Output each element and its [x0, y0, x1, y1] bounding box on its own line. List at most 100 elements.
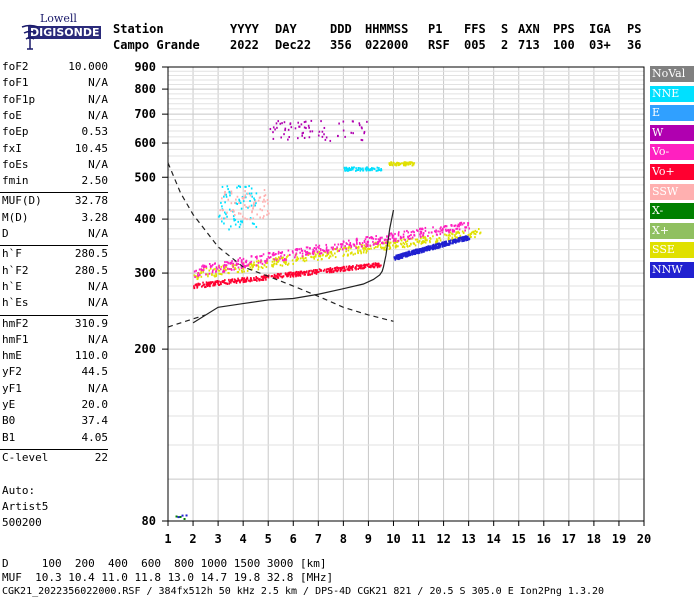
data-point [378, 265, 381, 268]
data-point [207, 273, 209, 276]
data-point [253, 279, 255, 282]
data-point [351, 267, 353, 270]
data-point [312, 250, 314, 253]
data-point [294, 271, 297, 274]
data-point [260, 254, 263, 257]
data-point [236, 279, 239, 282]
data-point [358, 266, 361, 269]
data-point [329, 251, 332, 254]
param-label: hmF1 [2, 332, 29, 346]
data-point [442, 244, 445, 247]
ionogram-chart: 1 2 3 4 5 6 7 8 9 10 11 12 13 14 15 16 17 18 19 20802003004… [134, 60, 651, 546]
data-point [205, 267, 208, 270]
data-point [363, 249, 365, 252]
data-point [347, 169, 349, 172]
data-point [224, 261, 226, 264]
data-point [226, 215, 228, 218]
data-point [389, 241, 392, 244]
data-point [364, 238, 367, 241]
header-line2-field: 36 [627, 38, 642, 52]
data-point [297, 274, 299, 277]
data-point [385, 244, 387, 247]
data-point [408, 244, 411, 247]
data-point [397, 234, 400, 237]
data-point [294, 127, 297, 130]
data-point [451, 238, 453, 241]
data-point [362, 169, 365, 172]
data-point [347, 267, 350, 270]
data-point [336, 246, 338, 249]
data-point [235, 202, 237, 205]
data-point [283, 261, 286, 264]
x-tick-label: 15 [512, 532, 526, 546]
data-point [223, 263, 226, 266]
data-point [245, 185, 247, 188]
data-point [416, 238, 419, 241]
data-point [447, 242, 450, 245]
data-point [299, 270, 302, 273]
data-point [234, 267, 237, 270]
data-point [406, 245, 409, 248]
data-point [215, 280, 217, 283]
data-point [229, 194, 231, 197]
data-point [390, 161, 392, 164]
data-point [314, 268, 317, 271]
data-point [362, 247, 364, 250]
data-point [452, 240, 454, 243]
param-row: M(D) 3.28 [2, 211, 108, 227]
data-point [305, 256, 307, 259]
data-point [404, 162, 407, 165]
data-point [451, 233, 454, 236]
data-point [477, 228, 480, 231]
header-line1-field: DAY [275, 22, 297, 36]
data-point [439, 230, 441, 233]
data-point [383, 246, 385, 249]
data-point [449, 231, 452, 234]
data-point [357, 245, 360, 248]
y-tick-label: 800 [134, 82, 156, 96]
data-point [453, 240, 456, 243]
param-separator [0, 314, 108, 316]
data-point [432, 248, 434, 251]
data-point [454, 235, 456, 238]
param-label: h`E [2, 279, 22, 293]
data-point [193, 285, 195, 288]
data-point [227, 261, 229, 264]
param-value: 44.5 [81, 365, 109, 379]
data-point [197, 282, 200, 285]
param-label: foF1 [2, 76, 29, 90]
data-point [298, 273, 301, 276]
data-point [419, 233, 421, 236]
data-point [424, 226, 427, 229]
data-point [438, 237, 440, 240]
data-point [469, 232, 472, 235]
data-point [444, 243, 446, 246]
data-point [342, 129, 345, 132]
data-point [330, 270, 332, 273]
data-point [388, 234, 391, 237]
data-point [236, 186, 238, 189]
data-point [353, 244, 356, 247]
data-point [348, 166, 351, 169]
data-point [389, 238, 391, 241]
data-point [310, 255, 312, 258]
data-point [325, 255, 327, 258]
data-point [259, 261, 262, 264]
x-tick-label: 16 [537, 532, 551, 546]
data-point [292, 271, 295, 274]
data-point [274, 258, 277, 261]
data-point [240, 267, 243, 270]
data-point [402, 162, 405, 165]
param-row: foF2 10.000 [2, 60, 108, 76]
param-row: C-level 22 [2, 451, 108, 467]
data-point [370, 247, 372, 250]
param-label: fxI [2, 141, 22, 155]
data-point [455, 227, 457, 230]
data-point [276, 273, 279, 276]
data-point [472, 230, 475, 233]
data-point [428, 240, 431, 243]
auto-artist: Artist5 [2, 500, 49, 513]
data-point [366, 240, 369, 243]
param-label: hmE [2, 349, 22, 363]
data-point [374, 246, 377, 249]
